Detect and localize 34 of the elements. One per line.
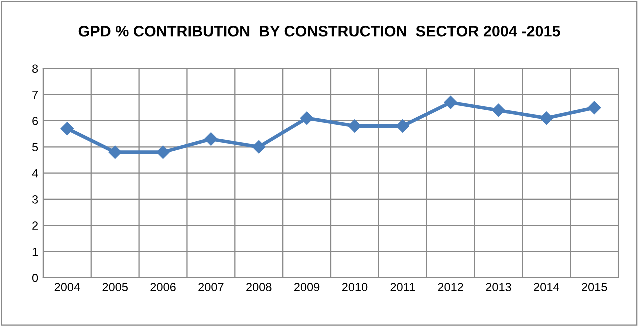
- point: [348, 120, 362, 133]
- x-tick-label: 2004: [54, 283, 80, 292]
- point: [492, 104, 506, 118]
- y-tick-label: 6: [32, 117, 38, 126]
- chart-title: GPD % CONTRIBUTION BY CONSTRUCTION SECTOR 2004 -2015: [78, 26, 560, 37]
- x-tick-label: 2006: [150, 283, 176, 292]
- x-tick-label: 2008: [246, 283, 272, 292]
- y-tick-label: 2: [32, 222, 38, 230]
- x-tick-label: 2014: [534, 283, 560, 292]
- x-tick-label: 2010: [342, 283, 368, 292]
- y-tick-label: 5: [32, 143, 38, 152]
- point: [300, 112, 314, 125]
- x-tick-label: 2013: [486, 283, 512, 292]
- y-tick-label: 8: [32, 64, 38, 74]
- point: [396, 120, 410, 133]
- point: [588, 101, 602, 114]
- point: [204, 132, 218, 146]
- y-tick-label: 0: [32, 274, 38, 282]
- point: [252, 140, 266, 154]
- x-tick-label: 2012: [438, 283, 464, 292]
- point: [444, 96, 458, 110]
- y-tick-label: 1: [32, 248, 38, 256]
- x-tick-label: 2015: [582, 283, 608, 292]
- point: [108, 146, 122, 159]
- x-tick-label: 2011: [390, 283, 416, 292]
- y-tick-label: 3: [32, 196, 38, 204]
- x-tick-label: 2009: [294, 283, 320, 292]
- point: [60, 122, 74, 136]
- x-tick-label: 2007: [198, 283, 224, 292]
- y-tick-label: 4: [32, 169, 38, 178]
- point: [156, 146, 170, 159]
- x-tick-label: 2005: [102, 283, 128, 292]
- y-tick-label: 7: [32, 90, 38, 100]
- point: [540, 112, 554, 125]
